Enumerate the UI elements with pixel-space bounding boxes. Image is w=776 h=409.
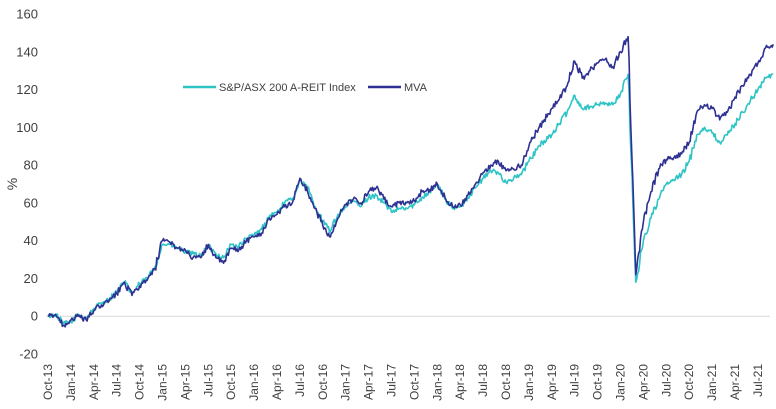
x-axis-tick-labels: Oct-13 Jan-14 Apr-14 Jul-14 Oct-14 Jan-15 Apr-…: [41, 364, 765, 401]
x-tick-label: Jul-20: [659, 364, 673, 397]
x-tick-label: Oct-13: [41, 364, 55, 400]
legend-label: S&P/ASX 200 A-REIT Index: [219, 82, 356, 94]
x-tick-label: Jan-14: [64, 364, 78, 401]
x-tick-label: Jan-20: [614, 364, 628, 401]
x-tick-label: Apr-20: [636, 364, 650, 400]
y-axis-tick-labels: -20 0 20 40 60 80 100 120 140 160: [16, 7, 38, 362]
x-tick-label: Jan-18: [430, 364, 444, 401]
y-tick-label: -20: [19, 347, 38, 362]
y-tick-label: 80: [24, 158, 38, 173]
x-tick-label: Oct-14: [133, 364, 147, 400]
legend: S&P/ASX 200 A-REIT Index MVA: [183, 82, 428, 94]
x-tick-label: Apr-19: [545, 364, 559, 400]
x-tick-label: Jul-18: [476, 364, 490, 397]
x-tick-label: Jan-19: [522, 364, 536, 401]
x-tick-label: Apr-18: [453, 364, 467, 400]
y-tick-label: 40: [24, 233, 38, 248]
x-tick-label: Jul-21: [751, 364, 765, 397]
x-tick-label: Jul-16: [293, 364, 307, 397]
x-tick-label: Jan-17: [339, 364, 353, 401]
y-tick-label: 20: [24, 271, 38, 286]
x-tick-label: Jul-14: [110, 364, 124, 397]
y-tick-label: 140: [16, 44, 38, 59]
y-axis-title: %: [4, 178, 20, 190]
y-tick-label: 100: [16, 120, 38, 135]
x-tick-label: Oct-16: [316, 364, 330, 400]
legend-label: MVA: [404, 82, 428, 94]
x-tick-label: Oct-18: [499, 364, 513, 400]
x-tick-label: Oct-20: [682, 364, 696, 400]
x-tick-label: Apr-15: [178, 364, 192, 400]
x-tick-label: Jan-21: [705, 364, 719, 401]
x-tick-label: Apr-14: [87, 364, 101, 400]
series-lines: [47, 35, 774, 328]
y-tick-label: 120: [16, 82, 38, 97]
x-tick-label: Oct-15: [224, 364, 238, 400]
x-tick-label: Jul-19: [568, 364, 582, 397]
x-tick-label: Jul-17: [385, 364, 399, 397]
y-tick-label: 160: [16, 7, 38, 22]
x-tick-label: Jul-15: [201, 364, 215, 397]
x-tick-label: Jan-16: [247, 364, 261, 401]
x-tick-label: Apr-16: [270, 364, 284, 400]
series-line: [47, 35, 774, 328]
x-tick-label: Jan-15: [156, 364, 170, 401]
x-tick-label: Oct-17: [407, 364, 421, 400]
x-tick-label: Oct-19: [591, 364, 605, 400]
x-tick-label: Apr-17: [362, 364, 376, 400]
y-tick-label: 60: [24, 195, 38, 210]
series-line: [47, 73, 774, 325]
y-tick-label: 0: [31, 309, 38, 324]
x-tick-label: Apr-21: [728, 364, 742, 400]
